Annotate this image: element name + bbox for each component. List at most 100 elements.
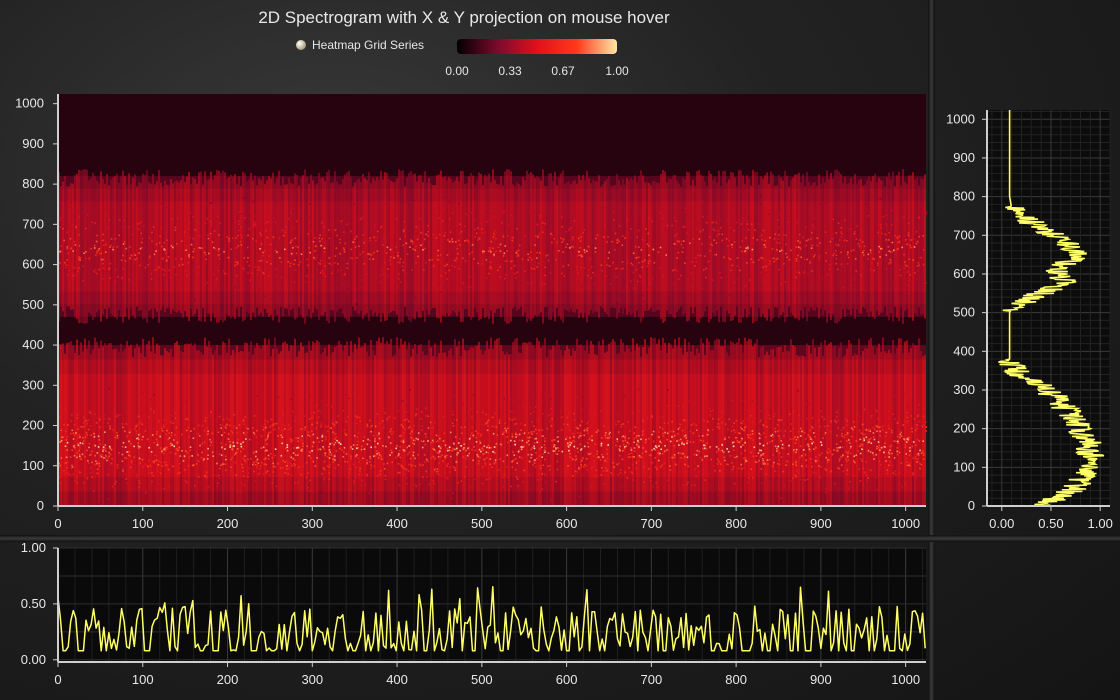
heatmap-streak — [654, 181, 656, 312]
heatmap-speckle — [321, 237, 323, 240]
heatmap-speckle — [128, 451, 130, 453]
heatmap-speckle — [421, 446, 424, 449]
heatmap-speckle — [655, 446, 658, 449]
heatmap-speckle — [710, 243, 713, 246]
heatmap-speckle — [126, 451, 128, 453]
heatmap-speckle — [569, 441, 571, 444]
heatmap-speckle — [474, 449, 476, 452]
heatmap-speckle — [875, 425, 877, 427]
heatmap-speckle — [849, 280, 851, 282]
heatmap-speckle — [148, 416, 150, 418]
heatmap-speckle — [481, 406, 484, 408]
heatmap-speckle — [680, 243, 683, 246]
heatmap-speckle — [108, 219, 111, 221]
heatmap-speckle — [79, 436, 81, 439]
heatmap-speckle — [61, 284, 64, 287]
heatmap-speckle — [421, 418, 424, 421]
heatmap-speckle — [484, 462, 487, 465]
heatmap-speckle — [910, 246, 912, 249]
heatmap-streak — [618, 353, 620, 506]
heatmap-speckle — [834, 249, 837, 252]
heatmap-speckle — [666, 224, 669, 227]
heatmap-speckle — [662, 207, 664, 210]
heatmap-speckle — [256, 458, 259, 461]
heatmap-speckle — [266, 443, 268, 445]
heatmap-speckle — [86, 434, 88, 436]
heatmap-speckle — [67, 461, 69, 464]
heatmap-speckle — [359, 477, 361, 479]
heatmap-speckle — [745, 237, 747, 239]
heatmap-speckle — [252, 431, 255, 434]
heatmap-speckle — [894, 470, 897, 473]
heatmap-streak — [518, 183, 520, 310]
heatmap-streak — [126, 184, 128, 309]
legend-series[interactable]: Heatmap Grid Series — [296, 38, 424, 52]
heatmap-speckle — [72, 432, 74, 435]
heatmap-speckle — [759, 456, 762, 458]
heatmap-speckle — [78, 444, 81, 447]
heatmap-streak — [626, 345, 628, 506]
heatmap-speckle — [632, 479, 634, 481]
heatmap-speckle — [786, 460, 788, 463]
heatmap-speckle — [480, 228, 483, 230]
heatmap-speckle — [728, 418, 730, 420]
heatmap-speckle — [58, 466, 60, 468]
heatmap-speckle — [309, 395, 312, 398]
heatmap-speckle — [713, 465, 715, 467]
heatmap-speckle — [504, 422, 506, 425]
heatmap-speckle — [68, 501, 70, 503]
heatmap-speckle — [600, 444, 603, 447]
heatmap-speckle — [899, 433, 902, 436]
heatmap-speckle — [731, 469, 733, 471]
heatmap-speckle — [857, 450, 859, 452]
heatmap-speckle — [871, 414, 873, 417]
heatmap-speckle — [80, 457, 82, 460]
heatmap-speckle — [146, 464, 149, 467]
heatmap-speckle — [678, 427, 681, 429]
heatmap-speckle — [635, 436, 637, 439]
heatmap-speckle — [811, 244, 813, 247]
heatmap-speckle — [290, 239, 293, 242]
heatmap-speckle — [795, 461, 797, 463]
heatmap-speckle — [250, 272, 253, 275]
heatmap-speckle — [356, 454, 358, 456]
heatmap-speckle — [129, 289, 131, 292]
heatmap-speckle — [174, 434, 176, 436]
heatmap-speckle — [255, 466, 258, 469]
heatmap-speckle — [94, 271, 96, 273]
heatmap-speckle — [908, 281, 911, 283]
heatmap-speckle — [379, 281, 381, 283]
heatmap-streak — [738, 170, 740, 323]
heatmap-speckle — [308, 454, 310, 457]
heatmap-speckle — [835, 421, 838, 424]
heatmap-speckle — [531, 258, 533, 261]
heatmap-speckle — [352, 463, 355, 466]
heatmap-speckle — [617, 473, 619, 476]
heatmap-speckle — [918, 408, 920, 411]
heatmap-speckle — [852, 428, 854, 431]
heatmap-speckle — [586, 429, 589, 432]
heatmap-streak — [188, 171, 190, 322]
heatmap-speckle — [684, 434, 687, 437]
heatmap-speckle — [863, 245, 866, 248]
heatmap-speckle — [590, 467, 593, 470]
heatmap-speckle — [736, 257, 739, 259]
heatmap-streak — [614, 185, 616, 308]
heatmap-speckle — [539, 478, 541, 481]
heatmap-speckle — [741, 240, 744, 242]
heatmap-speckle — [686, 440, 689, 442]
heatmap-speckle — [425, 291, 428, 293]
heatmap-speckle — [373, 236, 376, 238]
heatmap-streak — [274, 183, 276, 310]
heatmap-speckle — [622, 443, 625, 446]
heatmap-speckle — [466, 447, 469, 450]
heatmap-speckle — [76, 414, 79, 416]
heatmap-streak — [186, 176, 188, 317]
heatmap-streak — [294, 173, 296, 320]
heatmap-speckle — [487, 419, 490, 421]
heatmap-speckle — [171, 444, 174, 446]
heatmap-speckle — [210, 411, 212, 413]
heatmap-streak — [898, 171, 900, 322]
heatmap-speckle — [918, 235, 920, 238]
